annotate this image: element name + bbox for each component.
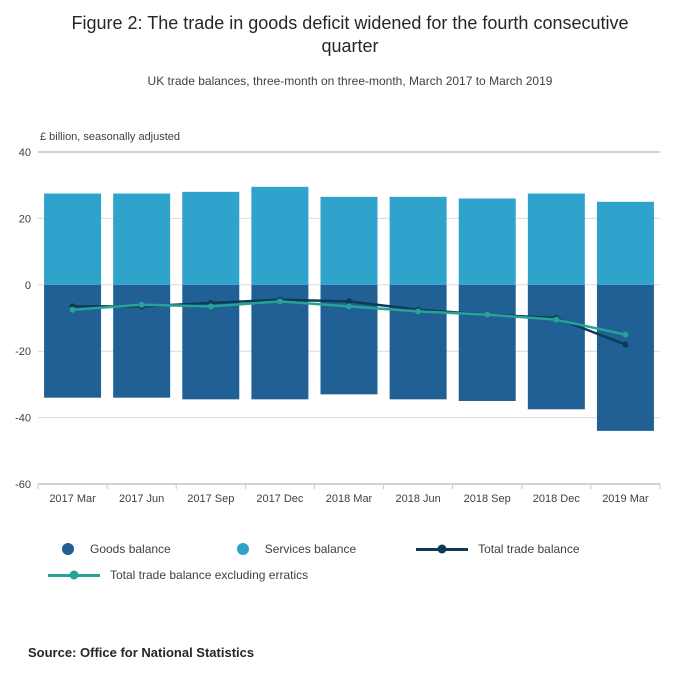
chart-subtitle: UK trade balances, three-month on three-… — [147, 73, 553, 88]
y-tick-label: -40 — [15, 413, 31, 425]
total-excluding-erratics-swatch-icon — [48, 570, 100, 580]
point-marker — [346, 298, 352, 305]
legend-row-2: Total trade balance excluding erratics — [0, 562, 700, 588]
total-trade-balance-swatch-icon — [416, 544, 469, 554]
point-marker — [207, 303, 214, 310]
y-axis-unit-label: £ billion, seasonally adjusted — [40, 131, 181, 143]
legend-row-1: Goods balance Services balance Total tra… — [0, 536, 700, 562]
x-tick-label: 2018 Mar — [326, 493, 373, 505]
bar-services[interactable] — [458, 198, 516, 285]
services-balance-swatch-icon — [236, 543, 249, 555]
legend-label-excl-erratics: Total trade balance excluding erratics — [110, 568, 309, 582]
bar-services[interactable] — [44, 193, 102, 285]
bar-services[interactable] — [251, 186, 309, 285]
bar-services[interactable] — [389, 196, 447, 285]
x-tick-label: 2017 Mar — [49, 493, 96, 505]
point-marker — [276, 298, 283, 305]
x-tick-label: 2017 Jun — [119, 493, 164, 505]
y-tick-label: 40 — [19, 147, 31, 159]
bar-goods[interactable] — [389, 284, 447, 400]
chart-title: Figure 2: The trade in goods deficit wid… — [71, 13, 629, 57]
y-tick-label: 0 — [25, 280, 31, 292]
bar-services[interactable] — [113, 193, 171, 285]
goods-balance-swatch-icon — [62, 543, 74, 555]
legend-item-goods-balance[interactable]: Goods balance — [62, 542, 171, 556]
point-marker — [622, 341, 629, 348]
x-tick-label: 2019 Mar — [602, 493, 649, 505]
x-tick-label: 2018 Dec — [533, 493, 581, 505]
bar-goods[interactable] — [458, 284, 516, 401]
bar-goods[interactable] — [596, 284, 654, 431]
point-marker — [415, 308, 422, 315]
bar-services[interactable] — [596, 201, 654, 285]
trade-balance-chart: 40 20 0 -20 -40 -60 2017 Mar 2017 Jun 2017 Sep 20… — [15, 147, 661, 505]
point-marker — [346, 303, 352, 310]
chart-legend: Goods balance Services balance Total tra… — [0, 536, 700, 588]
source-note: Source: Office for National Statistics — [28, 645, 255, 660]
legend-label-goods: Goods balance — [90, 542, 171, 556]
point-marker — [69, 306, 76, 313]
point-marker — [138, 301, 145, 308]
bar-services[interactable] — [527, 193, 585, 285]
y-tick-label: 20 — [19, 213, 31, 225]
x-tick-label: 2017 Sep — [187, 493, 234, 505]
y-tick-label: -60 — [15, 479, 31, 491]
y-tick-label: -20 — [15, 346, 31, 358]
x-tick-label: 2017 Dec — [256, 493, 304, 505]
legend-label-total: Total trade balance — [478, 542, 580, 556]
point-marker — [622, 331, 629, 338]
bar-services[interactable] — [182, 191, 240, 285]
legend-item-total-trade-balance[interactable]: Total trade balance — [416, 542, 580, 556]
bar-goods[interactable] — [527, 284, 585, 410]
point-marker — [484, 311, 491, 318]
legend-item-total-excluding-erratics[interactable]: Total trade balance excluding erratics — [48, 568, 308, 582]
x-tick-label: 2018 Jun — [395, 493, 440, 505]
legend-label-services: Services balance — [264, 542, 357, 556]
x-tick-label: 2018 Sep — [464, 493, 511, 505]
bar-goods[interactable] — [44, 284, 102, 398]
legend-item-services-balance[interactable]: Services balance — [236, 542, 357, 556]
bar-services[interactable] — [320, 196, 378, 285]
point-marker — [553, 316, 560, 323]
